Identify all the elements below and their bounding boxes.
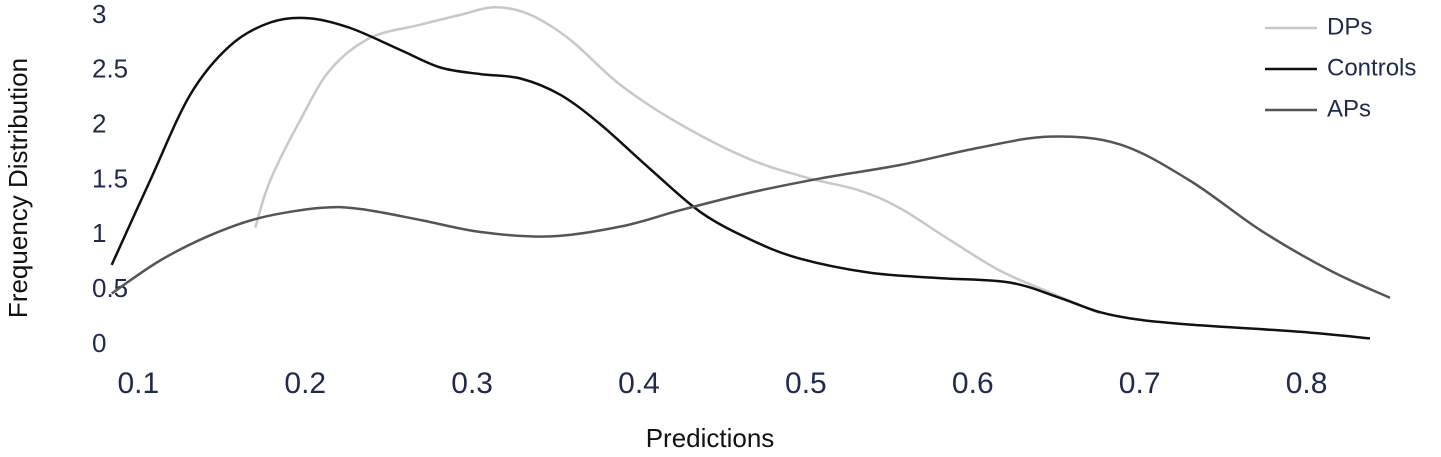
y-tick-label: 0 <box>92 328 106 358</box>
legend-label: APs <box>1327 95 1371 122</box>
x-tick-label: 0.5 <box>785 367 827 400</box>
x-tick-label: 0.4 <box>618 367 660 400</box>
x-axis-label: Predictions <box>646 423 775 453</box>
data-line <box>254 5 1101 315</box>
y-tick-label: 1 <box>92 218 106 248</box>
x-tick-label: 0.7 <box>1119 367 1161 400</box>
y-tick-label: 3 <box>92 0 106 29</box>
legend-label: Controls <box>1327 54 1416 81</box>
x-tick-label: 0.2 <box>284 367 326 400</box>
data-line <box>110 16 1371 340</box>
y-tick-label: 0.5 <box>92 273 128 303</box>
y-tick-label: 2 <box>92 109 106 139</box>
x-tick-label: 0.8 <box>1286 367 1328 400</box>
data-line <box>110 135 1391 299</box>
y-axis-label: Frequency Distribution <box>3 58 33 318</box>
y-tick-label: 2.5 <box>92 54 128 84</box>
x-tick-label: 0.1 <box>118 367 160 400</box>
legend-label: DPs <box>1327 13 1372 40</box>
x-tick-label: 0.3 <box>451 367 493 400</box>
x-tick-label: 0.6 <box>952 367 994 400</box>
y-tick-label: 1.5 <box>92 163 128 193</box>
